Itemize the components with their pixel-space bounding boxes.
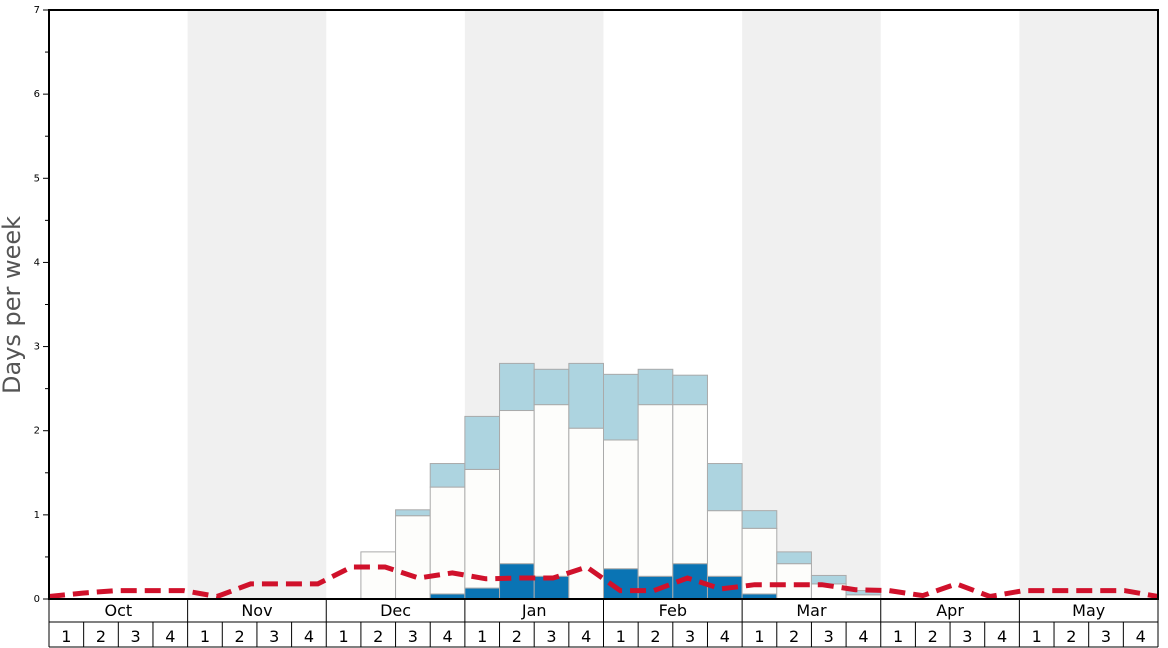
bar-segment-white-21 — [776, 563, 812, 600]
week-label-27: 4 — [997, 627, 1007, 646]
bar-segment-white-17 — [637, 404, 674, 577]
week-label-21: 2 — [789, 627, 799, 646]
week-label-12: 1 — [477, 627, 487, 646]
month-label-oct: Oct — [104, 601, 132, 620]
month-label-apr: Apr — [936, 601, 964, 620]
month-label-jan: Jan — [521, 601, 547, 620]
week-label-26: 3 — [962, 627, 972, 646]
week-label-29: 2 — [1066, 627, 1076, 646]
week-label-9: 2 — [373, 627, 383, 646]
week-label-15: 4 — [581, 627, 591, 646]
week-label-23: 4 — [858, 627, 868, 646]
week-label-28: 1 — [1032, 627, 1042, 646]
month-shade-may — [1019, 10, 1158, 599]
bar-segment-light-blue-13 — [499, 362, 535, 412]
week-label-11: 4 — [442, 627, 452, 646]
bar-segment-light-blue-22 — [810, 574, 847, 585]
week-label-8: 1 — [338, 627, 348, 646]
x-axis: Oct Nov Dec Jan Feb Mar Apr May 1 2 3 4 1 2 3 4 1 2 3 4 1 2 3 4… — [48, 599, 1159, 648]
bar-segment-white-13 — [499, 410, 535, 565]
month-label-may: May — [1072, 601, 1105, 620]
week-label-6: 3 — [269, 627, 279, 646]
week-label-25: 2 — [928, 627, 938, 646]
week-label-17: 2 — [650, 627, 660, 646]
bar-segment-light-blue-17 — [637, 368, 674, 406]
bar-segment-light-blue-19 — [706, 463, 743, 512]
bar-segment-light-blue-15 — [568, 362, 604, 429]
week-label-1: 2 — [96, 627, 106, 646]
bars — [360, 362, 882, 600]
month-label-dec: Dec — [380, 601, 411, 620]
bar-segment-light-blue-21 — [776, 551, 812, 565]
bar-segment-dark-blue-12 — [464, 587, 501, 600]
plot-frame — [48, 9, 1159, 600]
week-label-7: 4 — [304, 627, 314, 646]
bar-segment-white-9 — [360, 551, 397, 600]
week-label-18: 3 — [685, 627, 695, 646]
bar-segment-light-blue-11 — [429, 463, 466, 488]
bar-segment-white-16 — [603, 439, 639, 570]
week-label-19: 4 — [720, 627, 730, 646]
bar-segment-white-14 — [533, 404, 570, 577]
week-label-31: 4 — [1136, 627, 1146, 646]
week-label-20: 1 — [754, 627, 764, 646]
week-label-3: 4 — [165, 627, 175, 646]
week-label-16: 1 — [616, 627, 626, 646]
y-tick-label-7: 7 — [34, 5, 40, 16]
month-label-nov: Nov — [241, 601, 272, 620]
week-label-5: 2 — [235, 627, 245, 646]
week-label-24: 1 — [893, 627, 903, 646]
week-label-30: 3 — [1101, 627, 1111, 646]
y-tick-label-1: 1 — [34, 510, 40, 521]
y-tick-label-2: 2 — [34, 426, 40, 437]
week-label-10: 3 — [408, 627, 418, 646]
bar-segment-dark-blue-13 — [499, 563, 535, 600]
bar-segment-light-blue-20 — [741, 510, 778, 529]
month-shade-mar — [742, 10, 881, 599]
y-tick-label-4: 4 — [34, 257, 40, 268]
month-shading — [187, 10, 1158, 599]
week-label-0: 1 — [61, 627, 71, 646]
bar-segment-white-18 — [672, 404, 708, 565]
week-label-14: 3 — [546, 627, 556, 646]
week-label-22: 3 — [824, 627, 834, 646]
y-tick-label-5: 5 — [34, 173, 40, 184]
bar-segment-light-blue-10 — [395, 509, 431, 517]
month-shade-nov — [187, 10, 327, 599]
bar-segment-white-10 — [395, 515, 431, 600]
month-label-mar: Mar — [796, 601, 827, 620]
y-axis: 0 1 2 3 4 5 6 7 — [34, 5, 49, 605]
bar-segment-light-blue-12 — [464, 415, 501, 470]
y-tick-label-0: 0 — [34, 594, 40, 605]
bar-segment-light-blue-18 — [672, 374, 708, 406]
week-label-4: 1 — [200, 627, 210, 646]
y-axis-label: Days per week — [0, 216, 26, 394]
week-label-13: 2 — [512, 627, 522, 646]
y-tick-label-6: 6 — [34, 89, 40, 100]
y-tick-label-3: 3 — [34, 342, 40, 353]
month-label-feb: Feb — [659, 601, 687, 620]
bar-segment-light-blue-14 — [533, 368, 570, 406]
week-label-2: 3 — [131, 627, 141, 646]
bar-segment-white-12 — [464, 468, 501, 589]
bar-segment-light-blue-16 — [603, 373, 639, 441]
dashed-trend-line — [48, 564, 1159, 600]
bar-segment-white-19 — [706, 510, 743, 577]
